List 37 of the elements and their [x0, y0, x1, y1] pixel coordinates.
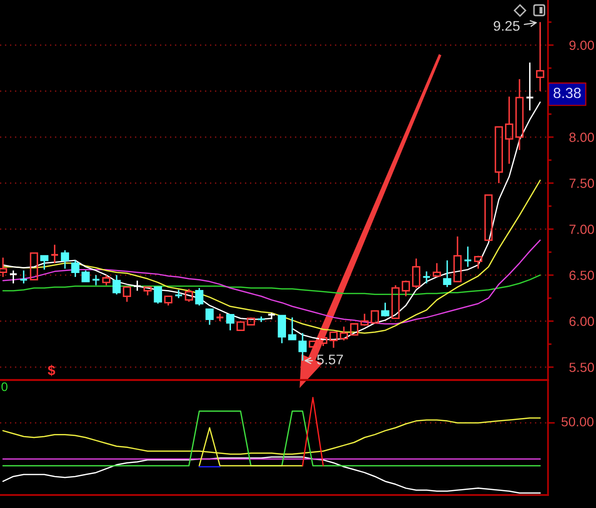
candlestick — [112, 274, 121, 296]
y-tick-label: 5.50 — [569, 362, 594, 372]
text: 8.38 — [554, 88, 581, 98]
candlestick — [82, 270, 90, 282]
y-tick-label: 6.50 — [570, 270, 594, 280]
candlestick — [288, 316, 296, 340]
candlestick — [132, 280, 142, 292]
candlestick — [536, 21, 544, 92]
line-series — [2, 274, 541, 296]
text: 50.00 — [562, 417, 594, 426]
candlestick — [154, 286, 162, 304]
candlestick — [71, 260, 80, 278]
y-tick-label: 9.00 — [569, 40, 594, 50]
candlestick — [278, 314, 286, 344]
y-tick-label: 8.00 — [569, 132, 594, 142]
line-series — [2, 240, 541, 324]
candlestick — [515, 78, 524, 151]
candlestick — [226, 314, 234, 332]
candlestick — [50, 244, 59, 264]
candlestick — [381, 302, 390, 318]
annotation: $ — [48, 364, 56, 376]
candlestick — [464, 246, 472, 268]
candlestick — [505, 96, 514, 164]
candlestick — [526, 62, 534, 112]
candlestick — [195, 287, 204, 306]
candlestick — [40, 255, 48, 270]
candlestick — [298, 332, 307, 362]
candlestick — [422, 270, 431, 284]
y-tick-label: 7.00 — [570, 224, 594, 234]
candlestick — [60, 250, 70, 270]
annotation: 5.57 — [317, 354, 343, 364]
candlestick — [443, 260, 452, 288]
y-tick-label: 7.50 — [570, 178, 594, 188]
annotation: 9.25 — [494, 20, 520, 31]
text: 0 — [1, 382, 8, 392]
candlestick — [205, 308, 214, 326]
y-tick-label: 6.00 — [570, 316, 594, 326]
